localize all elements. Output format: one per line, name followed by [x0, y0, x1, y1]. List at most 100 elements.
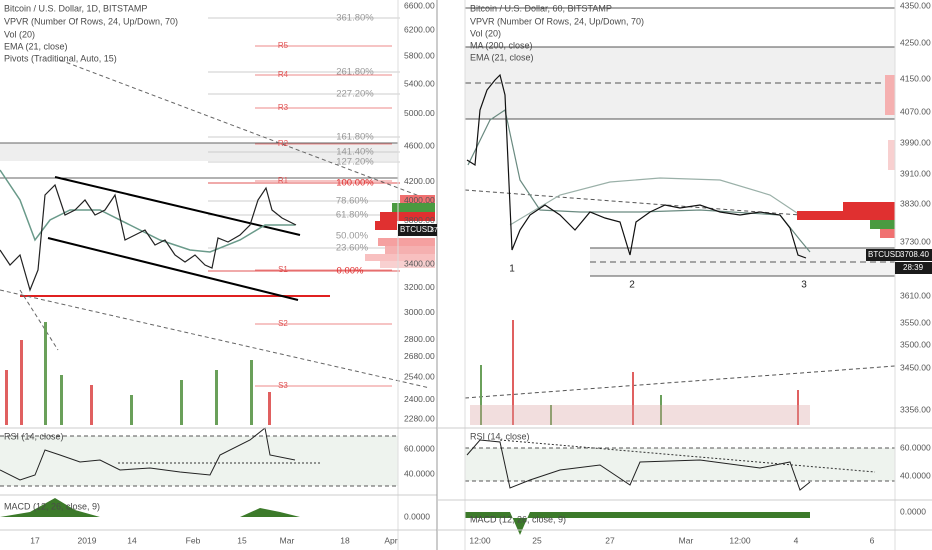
price-tag-symbol: BTCUSD: [868, 250, 901, 259]
pivot-label: S1: [278, 265, 288, 274]
rsi-band: [465, 448, 895, 481]
price-axis-label: 4150.00: [900, 73, 931, 83]
trend-line: [59, 59, 431, 201]
fib-label: 78.60%: [336, 196, 369, 207]
time-axis-label: 15: [237, 535, 247, 545]
pivot-label: S2: [278, 319, 288, 328]
price-axis-label: 5400.00: [404, 78, 435, 88]
price-axis-label: 5000.00: [404, 108, 435, 118]
pivot-label: R4: [278, 70, 289, 79]
price-axis-label: 3356.00: [900, 404, 931, 414]
ema-line: [0, 169, 295, 253]
left-pane: Bitcoin / U.S. Dollar, 1D, BITSTAMP VPVR…: [0, 0, 455, 550]
price-axis-label: 5800.00: [404, 51, 435, 61]
legend-title: Bitcoin / U.S. Dollar, 1D, BITSTAMP: [4, 3, 147, 13]
price-axis-label: 3990.00: [900, 137, 931, 147]
channel-line: [54, 176, 301, 236]
price-axis-label: 2280.00: [404, 414, 435, 424]
rsi-title: RSI (14, close): [470, 431, 530, 441]
fib-label: 23.60%: [336, 243, 369, 254]
rsi-line: [0, 427, 296, 481]
pivot-label: R3: [278, 103, 289, 112]
price-axis-label: 2800.00: [404, 334, 435, 344]
legend: Bitcoin / U.S. Dollar, 1D, BITSTAMP VPVR…: [4, 3, 178, 63]
volume-profile: [797, 75, 895, 238]
rsi-line: [466, 439, 811, 491]
pivot-label: R1: [278, 176, 289, 185]
price-axis-label: 2680.00: [404, 351, 435, 361]
time-axis-label: 25: [532, 535, 542, 545]
time-axis-label: 12:00: [469, 535, 491, 545]
fib-label: 100.00%: [336, 178, 374, 189]
rsi-title: RSI (14, close): [4, 431, 64, 441]
price-axis-label: 6200.00: [404, 25, 435, 35]
legend-title: Bitcoin / U.S. Dollar, 60, BITSTAMP: [470, 3, 612, 13]
time-axis-label: Mar: [280, 535, 295, 545]
time-axis-label: Feb: [186, 535, 201, 545]
time-axis-label: 18: [340, 535, 350, 545]
wave-label: 2: [629, 280, 635, 291]
price-tag: [398, 224, 437, 236]
price-axis: 4350.00 4250.00 4150.00 4070.00 3990.00 3910.…: [900, 0, 931, 414]
zone: [0, 143, 398, 161]
legend-item: EMA (21, close): [470, 52, 534, 62]
right-pane: Bitcoin / U.S. Dollar, 60, BITSTAMP VPVR…: [437, 0, 932, 550]
pivot-label: S3: [278, 381, 288, 390]
wave-label: 1: [509, 264, 515, 275]
macd-title: MACD (12, 26, close, 9): [4, 501, 100, 511]
time-axis: 17 2019 14 Feb 15 Mar 18 Apr: [30, 535, 398, 545]
countdown: 28:39: [903, 263, 924, 272]
price-axis-label: 3400.00: [404, 258, 435, 268]
pivot-lines: [255, 45, 392, 387]
fib-label: 0.00%: [337, 266, 364, 277]
price-line: [466, 73, 807, 259]
ma-line: [509, 177, 801, 226]
macd-histogram: [0, 498, 300, 517]
time-axis-label: 14: [127, 535, 137, 545]
price-line: [0, 183, 297, 292]
time-axis-label: 6: [870, 535, 875, 545]
price-axis-label: 3500.00: [900, 339, 931, 349]
channel-line: [47, 237, 299, 301]
time-axis-label: 12:00: [729, 535, 751, 545]
price-tag: [866, 249, 932, 261]
trend-line: [0, 289, 431, 389]
time-axis-label: Mar: [679, 535, 694, 545]
legend: Bitcoin / U.S. Dollar, 60, BITSTAMP VPVR…: [470, 3, 644, 62]
price-axis: 6600.00 6200.00 5800.00 5400.00 5000.00 4600.…: [404, 0, 435, 423]
price-axis-label: 6600.00: [404, 0, 435, 10]
price-axis-label: 2540.00: [404, 372, 435, 382]
macd-histogram: [465, 512, 810, 535]
macd-title: MACD (12, 26, close, 9): [470, 514, 566, 524]
fib-label: 127.20%: [336, 157, 374, 168]
pivot-label: R5: [278, 41, 289, 50]
price-axis-label: 3730.00: [900, 236, 931, 246]
price-tag-price: 3708.40: [430, 227, 455, 234]
rsi-band: [0, 436, 398, 486]
trend-line: [464, 365, 896, 399]
volume-bars: [470, 320, 810, 425]
price-axis-label: 3550.00: [900, 317, 931, 327]
price-axis-label: 3610.00: [900, 290, 931, 300]
price-axis-label: 3910.00: [900, 168, 931, 178]
rsi-axis-label: 40.0000: [900, 470, 931, 480]
rsi-axis-label: 60.0000: [900, 442, 931, 452]
price-axis-label: 3000.00: [404, 307, 435, 317]
price-axis-label: 2400.00: [404, 394, 435, 404]
price-axis-label: 4600.00: [404, 141, 435, 151]
price-tag-symbol: BTCUSD: [400, 225, 433, 234]
volume-bars: [5, 322, 271, 425]
time-axis-label: Apr: [384, 535, 397, 545]
fib-label: 50.00%: [336, 231, 369, 242]
legend-item: VPVR (Number Of Rows, 24, Up/Down, 70): [470, 16, 644, 26]
price-axis-label: 3200.00: [404, 282, 435, 292]
macd-axis-label: 0.0000: [900, 506, 926, 516]
fib-label: 261.80%: [336, 67, 374, 78]
price-axis-label: 4250.00: [900, 37, 931, 47]
rsi-axis-label: 40.0000: [404, 468, 435, 478]
legend-item: EMA (21, close): [4, 41, 68, 51]
fib-label: 361.80%: [336, 13, 374, 24]
pivot-label: R2: [278, 139, 289, 148]
legend-item: MA (200, close): [470, 40, 533, 50]
